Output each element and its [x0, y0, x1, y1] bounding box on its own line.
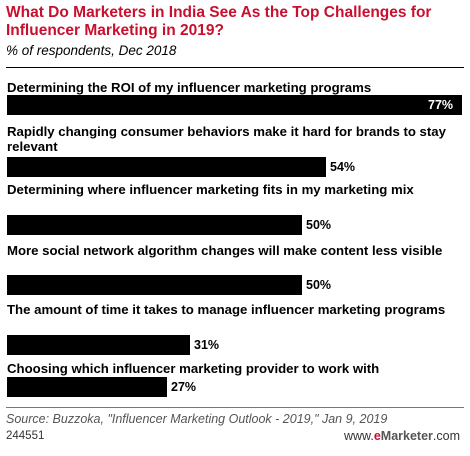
bar — [7, 377, 167, 397]
bar — [7, 95, 462, 115]
category-label: Choosing which influencer marketing prov… — [7, 361, 380, 376]
value-label: 54% — [330, 160, 356, 174]
bar — [7, 275, 302, 295]
brand-e: e — [373, 429, 381, 443]
category-label: Determining the ROI of my influencer mar… — [7, 80, 372, 95]
category-label: The amount of time it takes to manage in… — [7, 302, 446, 317]
brand-suffix: .com — [432, 429, 460, 443]
category-label: Rapidly changing consumer behaviors make… — [7, 124, 446, 154]
top-divider — [6, 67, 464, 68]
bottom-divider — [6, 407, 464, 408]
brand-prefix: www. — [343, 429, 374, 443]
value-label: 27% — [171, 380, 197, 394]
brand-name: Marketer — [380, 429, 433, 443]
bar — [7, 335, 190, 355]
value-label: 77% — [428, 98, 454, 112]
chart-title: What Do Marketers in India See As the To… — [6, 4, 432, 39]
bar — [7, 157, 326, 177]
category-label: More social network algorithm changes wi… — [7, 243, 443, 258]
value-label: 50% — [306, 278, 332, 292]
source-note: Source: Buzzoka, "Influencer Marketing O… — [6, 412, 388, 426]
value-label: 50% — [306, 218, 332, 232]
value-label: 31% — [194, 338, 220, 352]
category-label: Determining where influencer marketing f… — [7, 182, 414, 197]
bar — [7, 215, 302, 235]
chart-id: 244551 — [6, 430, 45, 442]
emarketer-logo: www.eMarketer.com — [344, 429, 460, 443]
chart-subtitle: % of respondents, Dec 2018 — [6, 43, 177, 58]
